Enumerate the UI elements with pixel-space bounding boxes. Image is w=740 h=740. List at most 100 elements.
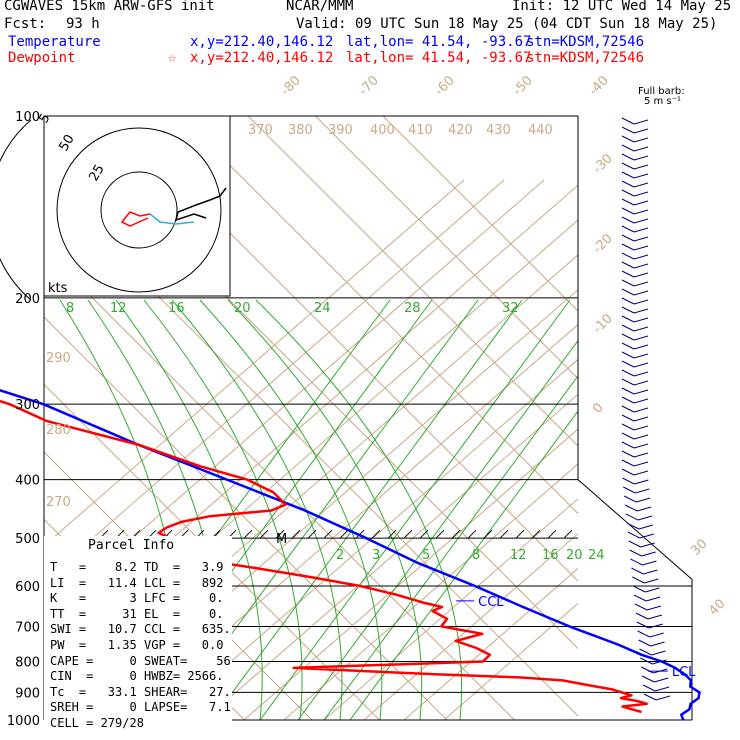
wind-barb bbox=[640, 542, 655, 548]
wind-barb bbox=[639, 533, 654, 539]
theta-label: 280 bbox=[46, 423, 71, 438]
wind-barb bbox=[633, 281, 649, 287]
wind-barb bbox=[621, 243, 635, 251]
wind-barb bbox=[621, 468, 635, 476]
wind-barb bbox=[635, 612, 649, 620]
hatch-mark bbox=[563, 529, 573, 539]
hatch-mark bbox=[307, 529, 317, 539]
parcel-info-panel: Parcel Info T = 8.2 TD = 3.9 LI = 11.4 LCL … bbox=[44, 536, 232, 730]
hodograph-ring bbox=[0, 119, 32, 301]
mixing-ratio-label: 12 bbox=[110, 301, 127, 316]
wind-barb bbox=[633, 335, 649, 341]
right-frame bbox=[577, 116, 693, 720]
parcel-info-row: LI = 11.4 LCL = 892 bbox=[50, 576, 223, 590]
parcel-info-left: CAPE = 0 bbox=[50, 653, 137, 668]
mixing-ratio-line bbox=[259, 299, 571, 720]
wind-barb bbox=[621, 261, 635, 269]
hatch-mark bbox=[243, 529, 253, 539]
wind-barb bbox=[621, 342, 635, 350]
hatch-mark bbox=[483, 529, 493, 539]
wind-barb bbox=[647, 614, 663, 620]
wind-barb bbox=[633, 299, 649, 305]
hatch-mark bbox=[259, 529, 269, 539]
wind-barb bbox=[621, 198, 635, 206]
wind-barb bbox=[633, 191, 649, 197]
dewpoint-latlon: lat,lon= 41.54, -93.67 bbox=[346, 50, 532, 66]
wind-barb bbox=[633, 173, 649, 179]
wind-barb bbox=[621, 396, 635, 404]
dry-adiabat-line bbox=[443, 602, 578, 720]
wind-barb bbox=[621, 135, 635, 143]
hatch-mark bbox=[275, 529, 285, 539]
wind-barb bbox=[633, 128, 649, 134]
wind-barb bbox=[654, 677, 669, 683]
hatch-mark bbox=[451, 529, 461, 539]
parcel-info-row: TT = 31 EL = 0. bbox=[50, 606, 223, 621]
theta-label: 380 bbox=[288, 123, 313, 138]
wind-barb bbox=[621, 333, 635, 341]
mixing-ratio-label: 3 bbox=[372, 548, 380, 563]
wind-barb bbox=[652, 659, 667, 665]
parcel-info-right: SWEAT= 56 bbox=[144, 653, 231, 668]
isotherm-label: -70 bbox=[356, 73, 382, 99]
wind-barb bbox=[641, 675, 655, 683]
hatch-mark bbox=[467, 529, 477, 539]
wind-barb bbox=[633, 380, 649, 386]
wind-barb bbox=[621, 144, 635, 152]
pressure-tick-label: 500 bbox=[15, 532, 40, 547]
isotherm-label: 0 bbox=[590, 400, 606, 416]
parcel-info-row: CAPE = 0 SWEAT= 56 bbox=[50, 653, 231, 668]
wind-barb bbox=[633, 443, 649, 449]
wind-barb bbox=[632, 585, 646, 593]
isotherm-line bbox=[315, 116, 578, 380]
wind-barb bbox=[621, 279, 635, 287]
temperature-station: stn=KDSM,72546 bbox=[526, 34, 645, 50]
parcel-info-right: LFC = 0. bbox=[144, 591, 224, 606]
wind-barb bbox=[633, 461, 649, 467]
wind-barb bbox=[646, 605, 662, 611]
wind-barb bbox=[634, 603, 648, 611]
mixing-ratio-label: 20 bbox=[566, 548, 583, 563]
wind-barb bbox=[653, 668, 668, 674]
wind-barb bbox=[621, 351, 635, 359]
wind-barb bbox=[621, 405, 635, 413]
wind-barb bbox=[633, 137, 649, 143]
wind-barb bbox=[621, 432, 635, 440]
theta-label: 400 bbox=[370, 123, 395, 138]
wind-barb bbox=[642, 560, 657, 566]
wind-barb bbox=[624, 504, 638, 512]
forecast-label: Fcst: bbox=[4, 16, 47, 32]
hodograph-units: kts bbox=[48, 281, 68, 296]
pressure-tick-label: 900 bbox=[15, 686, 40, 701]
parcel-info-left: TT = 31 bbox=[50, 606, 137, 621]
wind-barb bbox=[636, 621, 650, 629]
wind-barb bbox=[621, 180, 635, 188]
wind-barb bbox=[621, 441, 635, 449]
wind-barb bbox=[621, 378, 635, 386]
parcel-info-left: PW = 1.35 bbox=[50, 638, 137, 652]
wind-barb bbox=[633, 317, 649, 323]
parcel-info-row: SREH = 0 LAPSE= 7.1 bbox=[50, 700, 231, 714]
mixing-ratio-label: 8 bbox=[472, 548, 480, 563]
wind-barb bbox=[632, 576, 645, 584]
star-icon: ☆ bbox=[168, 50, 177, 66]
parcel-info-right: LCL = 892 bbox=[144, 575, 224, 590]
pressure-tick-label: 400 bbox=[15, 474, 40, 489]
wind-barb bbox=[621, 117, 635, 125]
hatch-mark bbox=[291, 529, 301, 539]
dewpoint-legend: Dewpoint bbox=[8, 50, 76, 66]
isotherm-line bbox=[44, 316, 448, 720]
wind-barb bbox=[628, 540, 641, 548]
dry-adiabat-line bbox=[283, 463, 578, 720]
wind-barb bbox=[633, 146, 649, 152]
isotherm-label: -60 bbox=[432, 73, 458, 99]
ccl-label: CCL bbox=[478, 595, 504, 610]
mixing-ratio-line bbox=[211, 299, 523, 720]
theta-label: 430 bbox=[486, 123, 511, 138]
isotherm-label: -10 bbox=[590, 311, 616, 337]
wind-barb bbox=[633, 182, 649, 188]
pressure-tick-label: 100 bbox=[15, 110, 40, 125]
freezing-marker: M bbox=[276, 532, 287, 547]
wind-barb bbox=[621, 360, 635, 368]
